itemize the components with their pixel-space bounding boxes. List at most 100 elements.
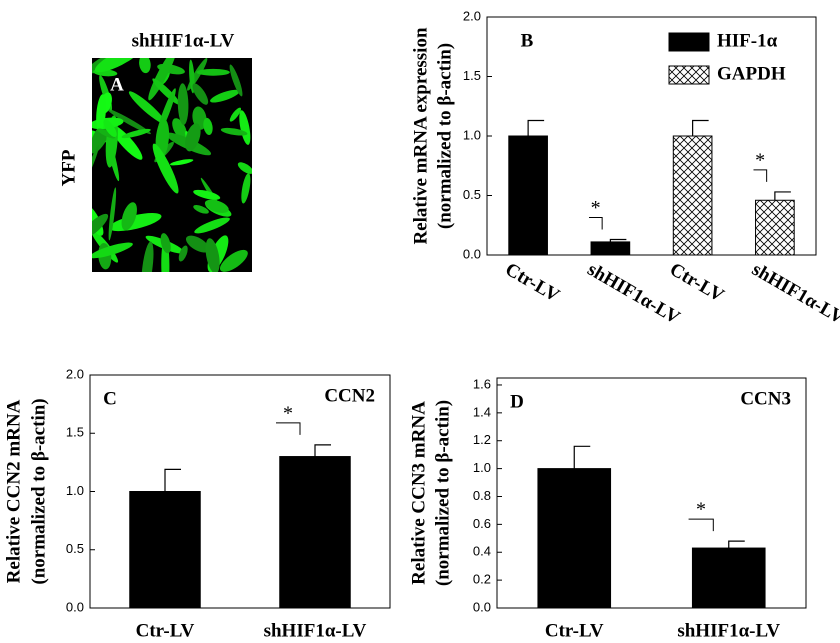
cell [229,107,242,122]
cell [229,64,243,97]
panel-annotation: CCN2 [324,385,375,406]
y-tick-label: 2.0 [463,8,481,23]
significance-bracket [588,217,603,230]
y-tick-label: 1.6 [473,376,491,391]
cell [196,68,230,76]
x-tick-label: Ctr-LV [666,259,728,307]
cell [169,159,194,166]
error-bar [774,191,791,201]
bar [691,547,766,609]
y-tick-label: 0.5 [463,187,481,202]
cell [156,88,176,136]
error-bar [314,444,331,457]
cell [185,235,210,253]
cell [92,213,109,239]
y-tick-label: 0.0 [473,599,491,614]
significance-marker: * [283,402,293,424]
cell [193,189,221,200]
cell [106,108,151,135]
cell [92,145,99,180]
plot-frame [496,377,807,609]
y-tick-label: 0.0 [463,246,481,261]
significance-marker: * [755,150,765,172]
cell [210,89,240,103]
y-axis-label: (normalized to β-actin) [432,400,453,586]
cell [220,127,248,136]
bar [672,135,713,256]
y-tick-label: 2.0 [66,366,84,381]
x-tick-label: shHIF1α-LV [748,259,840,329]
panel-a-title: shHIF1α-LV [132,30,235,51]
bar [279,456,351,609]
cell [194,217,230,234]
cell [139,58,151,74]
bar [755,199,795,256]
y-tick-label: 0.2 [473,572,491,587]
x-tick-label: Ctr-LV [545,620,604,641]
panel-label: B [521,30,534,51]
bar [508,135,548,256]
y-tick-label: 0.6 [473,516,491,531]
cell [203,117,213,136]
y-tick-label: 1.0 [473,460,491,475]
error-bar [728,540,745,549]
cell [178,245,188,262]
panel-a-label: A [110,74,124,95]
legend-label: GAPDH [717,63,786,84]
panel-a-ylabel: YFP [58,149,79,186]
y-axis-label: Relative CCN2 mRNA [3,399,24,583]
cell [160,233,171,254]
cell [177,83,189,125]
cell [148,58,177,101]
bar [590,241,631,256]
cell [204,199,229,213]
error-bar [527,119,545,136]
y-tick-label: 0.4 [473,544,491,559]
cell [193,205,209,214]
y-tick-label: 1.5 [463,68,481,83]
cell [192,83,209,105]
cell [239,110,251,145]
y-tick-label: 0.8 [473,488,491,503]
cell [185,123,201,152]
legend-label: HIF-1α [717,30,778,51]
error-bar [609,238,627,242]
cell [237,162,252,174]
error-bar [692,119,709,136]
cell [219,249,248,272]
x-tick-label: shHIF1α-LV [264,620,367,641]
y-axis-label: (normalized to β-actin) [434,43,455,229]
legend-swatch [668,65,710,85]
bar [537,468,612,609]
cell [97,128,116,139]
significance-marker: * [696,499,706,521]
x-tick-label: Ctr-LV [136,620,195,641]
cell [205,238,220,272]
significance-bracket [753,169,768,182]
y-axis-label: (normalized to β-actin) [28,398,49,584]
y-tick-label: 1.2 [473,432,491,447]
x-tick-label: shHIF1α-LV [584,259,684,329]
significance-bracket [276,422,301,435]
cell [92,242,133,259]
cell [108,187,117,241]
error-bar [573,445,591,469]
significance-marker: * [591,197,601,219]
cell [110,124,143,160]
cell [128,91,166,124]
error-bar [164,468,181,492]
y-tick-label: 0.0 [66,599,84,614]
panel-label: C [103,388,117,409]
cell [92,120,111,154]
y-tick-label: 1.0 [463,127,481,142]
significance-bracket [688,518,714,532]
panel-annotation: CCN3 [740,388,791,409]
cell [94,58,143,73]
y-tick-label: 0.5 [66,541,84,556]
y-axis-label: Relative mRNA expression [410,27,431,245]
bar [129,491,201,609]
panel-label: D [510,391,524,412]
y-tick-label: 1.4 [473,404,491,419]
